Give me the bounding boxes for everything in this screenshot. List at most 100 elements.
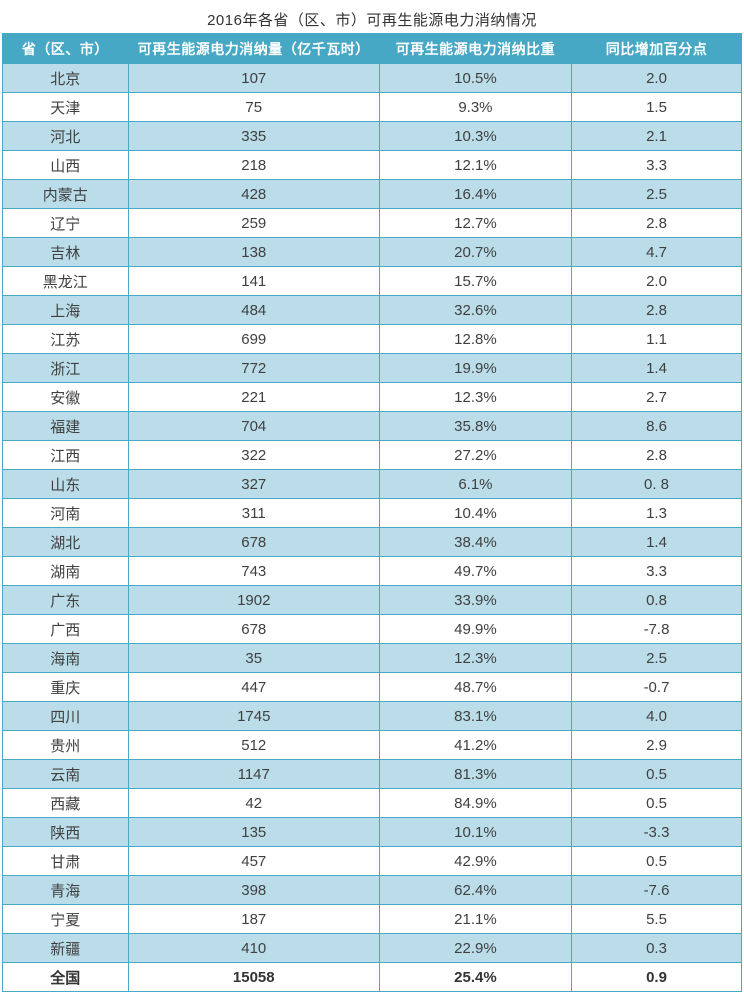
value-cell: 2.9 <box>571 730 742 760</box>
province-cell: 福建 <box>2 411 129 441</box>
value-cell: 84.9% <box>378 788 573 818</box>
value-cell: 2.0 <box>571 63 742 93</box>
province-cell: 内蒙古 <box>2 179 129 209</box>
value-cell: 1147 <box>127 759 380 789</box>
table-row: 江西 322 27.2% 2.8 <box>2 440 742 470</box>
value-cell: 484 <box>127 295 380 325</box>
column-header: 可再生能源电力消纳比重 <box>378 33 573 64</box>
value-cell: 35 <box>127 643 380 673</box>
column-header: 可再生能源电力消纳量（亿千瓦时） <box>127 33 380 64</box>
value-cell: 218 <box>127 150 380 180</box>
value-cell: 187 <box>127 904 380 934</box>
province-cell: 山东 <box>2 469 129 499</box>
province-cell: 河北 <box>2 121 129 151</box>
value-cell: 15058 <box>127 962 380 992</box>
table-row: 甘肃 457 42.9% 0.5 <box>2 846 742 876</box>
province-cell: 北京 <box>2 63 129 93</box>
province-cell: 广西 <box>2 614 129 644</box>
province-cell: 新疆 <box>2 933 129 963</box>
value-cell: 10.1% <box>378 817 573 847</box>
province-cell: 四川 <box>2 701 129 731</box>
value-cell: 25.4% <box>378 962 573 992</box>
table-row: 湖北 678 38.4% 1.4 <box>2 527 742 557</box>
value-cell: 5.5 <box>571 904 742 934</box>
value-cell: 221 <box>127 382 380 412</box>
value-cell: 0.5 <box>571 846 742 876</box>
province-cell: 浙江 <box>2 353 129 383</box>
value-cell: 32.6% <box>378 295 573 325</box>
value-cell: 1.3 <box>571 498 742 528</box>
province-cell: 安徽 <box>2 382 129 412</box>
value-cell: 107 <box>127 63 380 93</box>
value-cell: -7.6 <box>571 875 742 905</box>
table-row: 河北 335 10.3% 2.1 <box>2 121 742 151</box>
value-cell: 135 <box>127 817 380 847</box>
province-cell: 山西 <box>2 150 129 180</box>
value-cell: 1.1 <box>571 324 742 354</box>
value-cell: 16.4% <box>378 179 573 209</box>
table-row: 内蒙古 428 16.4% 2.5 <box>2 179 742 209</box>
value-cell: 1.4 <box>571 527 742 557</box>
value-cell: 10.3% <box>378 121 573 151</box>
value-cell: 62.4% <box>378 875 573 905</box>
value-cell: 2.7 <box>571 382 742 412</box>
value-cell: 22.9% <box>378 933 573 963</box>
value-cell: 2.8 <box>571 208 742 238</box>
value-cell: 2.0 <box>571 266 742 296</box>
table-row: 广西 678 49.9% -7.8 <box>2 614 742 644</box>
value-cell: 0.5 <box>571 759 742 789</box>
province-cell: 湖南 <box>2 556 129 586</box>
table-row: 宁夏 187 21.1% 5.5 <box>2 904 742 934</box>
total-row: 全国 15058 25.4% 0.9 <box>2 962 742 992</box>
value-cell: 81.3% <box>378 759 573 789</box>
province-cell: 宁夏 <box>2 904 129 934</box>
province-cell: 重庆 <box>2 672 129 702</box>
value-cell: 0.8 <box>571 585 742 615</box>
table-row: 北京 107 10.5% 2.0 <box>2 63 742 93</box>
value-cell: 0. 8 <box>571 469 742 499</box>
value-cell: 1745 <box>127 701 380 731</box>
value-cell: 20.7% <box>378 237 573 267</box>
province-cell: 黑龙江 <box>2 266 129 296</box>
province-cell: 贵州 <box>2 730 129 760</box>
province-cell: 湖北 <box>2 527 129 557</box>
province-cell: 上海 <box>2 295 129 325</box>
province-cell: 天津 <box>2 92 129 122</box>
value-cell: 0.9 <box>571 962 742 992</box>
value-cell: 704 <box>127 411 380 441</box>
table-row: 天津 75 9.3% 1.5 <box>2 92 742 122</box>
table-row: 青海 398 62.4% -7.6 <box>2 875 742 905</box>
table-row: 山东 327 6.1% 0. 8 <box>2 469 742 499</box>
province-cell: 海南 <box>2 643 129 673</box>
table-row: 海南 35 12.3% 2.5 <box>2 643 742 673</box>
value-cell: 335 <box>127 121 380 151</box>
value-cell: -0.7 <box>571 672 742 702</box>
value-cell: 311 <box>127 498 380 528</box>
value-cell: 743 <box>127 556 380 586</box>
value-cell: -3.3 <box>571 817 742 847</box>
value-cell: 0.5 <box>571 788 742 818</box>
table-header-row: 省（区、市） 可再生能源电力消纳量（亿千瓦时） 可再生能源电力消纳比重 同比增加百分点 <box>2 33 742 64</box>
table-row: 辽宁 259 12.7% 2.8 <box>2 208 742 238</box>
value-cell: 12.3% <box>378 643 573 673</box>
table-row: 福建 704 35.8% 8.6 <box>2 411 742 441</box>
value-cell: 83.1% <box>378 701 573 731</box>
value-cell: 327 <box>127 469 380 499</box>
value-cell: 10.4% <box>378 498 573 528</box>
value-cell: 512 <box>127 730 380 760</box>
table-row: 四川 1745 83.1% 4.0 <box>2 701 742 731</box>
value-cell: 75 <box>127 92 380 122</box>
province-cell: 吉林 <box>2 237 129 267</box>
province-cell: 云南 <box>2 759 129 789</box>
value-cell: 2.5 <box>571 179 742 209</box>
value-cell: 322 <box>127 440 380 470</box>
value-cell: 410 <box>127 933 380 963</box>
province-cell: 江苏 <box>2 324 129 354</box>
value-cell: -7.8 <box>571 614 742 644</box>
value-cell: 3.3 <box>571 556 742 586</box>
value-cell: 1.4 <box>571 353 742 383</box>
value-cell: 4.0 <box>571 701 742 731</box>
value-cell: 4.7 <box>571 237 742 267</box>
value-cell: 457 <box>127 846 380 876</box>
